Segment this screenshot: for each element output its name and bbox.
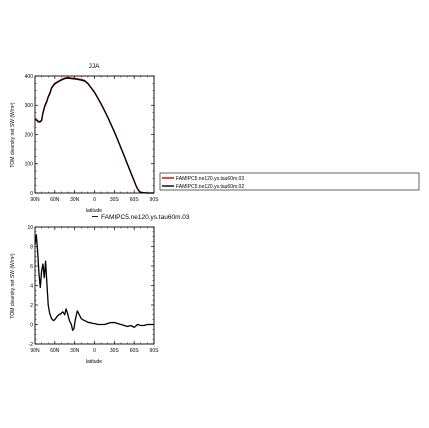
- top-x-tick-label: 60N: [50, 197, 60, 203]
- bottom-y-tick-label: 2: [30, 303, 33, 309]
- bottom-axes: 90N 60N 30N 0 30S 60S 90S -2 0 2 4 6 8 10: [27, 225, 159, 354]
- top-y-tick-label: 400: [25, 74, 34, 80]
- bottom-y-tick-label: 6: [30, 264, 33, 270]
- bottom-x-tick-label: 0: [93, 348, 96, 354]
- top-x-tick-label: 0: [93, 197, 96, 203]
- top-series-line-1: [34, 76, 154, 194]
- top-x-tick-label: 90S: [150, 197, 160, 203]
- top-x-tick-label: 90N: [30, 197, 40, 203]
- bottom-x-tick-label: 90S: [150, 348, 160, 354]
- bottom-x-tick-label: 60N: [50, 348, 60, 354]
- top-y-tick-label: 300: [25, 103, 34, 109]
- top-series-line-2: [34, 77, 154, 194]
- bottom-legend-label: FAMIPC5.ne120.ys.tau60m.03: [101, 214, 190, 221]
- bottom-y-tick-label: 10: [27, 225, 33, 231]
- bottom-x-tick-label: 60S: [130, 348, 140, 354]
- bottom-x-tick-label: 90N: [30, 348, 40, 354]
- top-legend-label-2: FAMIPC5.ne120.ys.tau60m.02: [176, 184, 244, 190]
- top-legend: FAMIPC5.ne120.ys.tau60m.03 FAMIPC5.ne120…: [159, 172, 420, 191]
- top-y-tick-label: 0: [30, 191, 33, 197]
- bottom-x-axis-label: latitude: [86, 359, 102, 365]
- bottom-series-line-1: [34, 234, 154, 332]
- top-y-axis-label: TOM clearsky net SW (W/m²): [10, 102, 16, 168]
- top-axes: 90N 60N 30N 0 30S 60S 90S 0 100 200 300 400: [25, 74, 159, 203]
- bottom-x-tick-label: 30N: [70, 348, 80, 354]
- top-y-tick-label: 200: [25, 132, 34, 138]
- top-legend-label-1: FAMIPC5.ne120.ys.tau60m.03: [176, 176, 244, 182]
- top-series-group: [34, 76, 154, 194]
- top-x-axis-label: latitude: [86, 208, 102, 214]
- bottom-panel: FAMIPC5.ne120.ys.tau60m.03 90N 60N 30N 0 30S…: [10, 214, 190, 365]
- bottom-series-group: [34, 234, 154, 332]
- bottom-y-axis-label: TOM clearsky net SW (W/m²): [10, 253, 16, 319]
- bottom-y-tick-label: 8: [30, 244, 33, 250]
- bottom-y-tick-label: 4: [30, 283, 33, 289]
- top-x-tick-label: 60S: [130, 197, 140, 203]
- bottom-y-tick-label: 0: [30, 322, 33, 328]
- top-x-tick-label: 30S: [110, 197, 120, 203]
- top-legend-box: [159, 172, 420, 191]
- top-chart-title: JJA: [89, 63, 101, 70]
- bottom-x-tick-label: 30S: [110, 348, 120, 354]
- top-panel: JJA 90N 60N 30N 0 30S 60S 90S 0 100 200 300 400 TOM…: [10, 63, 159, 214]
- bottom-y-tick-label: -2: [29, 342, 34, 348]
- top-x-tick-label: 30N: [70, 197, 80, 203]
- top-y-tick-label: 100: [25, 162, 34, 168]
